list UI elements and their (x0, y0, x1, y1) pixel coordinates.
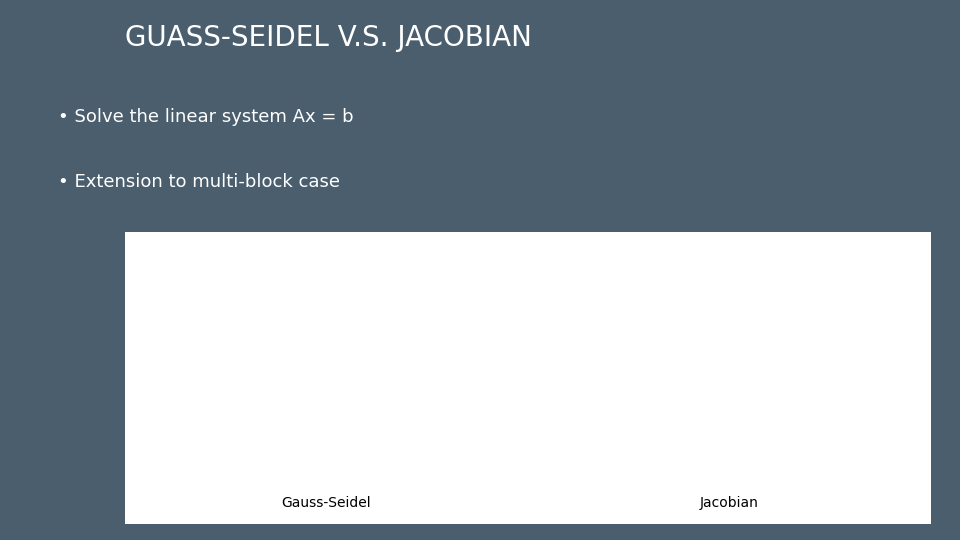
Text: (2): (2) (644, 410, 658, 420)
Text: • Solve the linear system Ax = b: • Solve the linear system Ax = b (58, 108, 353, 126)
Text: Jacobian: Jacobian (700, 496, 759, 510)
Text: (1): (1) (284, 401, 298, 411)
Text: (0): (0) (393, 321, 406, 332)
Text: (2): (2) (232, 416, 246, 426)
Text: • Extension to multi-block case: • Extension to multi-block case (58, 173, 340, 191)
Text: GUASS-SEIDEL V.S. JACOBIAN: GUASS-SEIDEL V.S. JACOBIAN (125, 24, 532, 52)
Text: Gauss-Seidel: Gauss-Seidel (281, 496, 372, 510)
Text: (0): (0) (776, 316, 789, 326)
Text: (1): (1) (689, 380, 703, 390)
